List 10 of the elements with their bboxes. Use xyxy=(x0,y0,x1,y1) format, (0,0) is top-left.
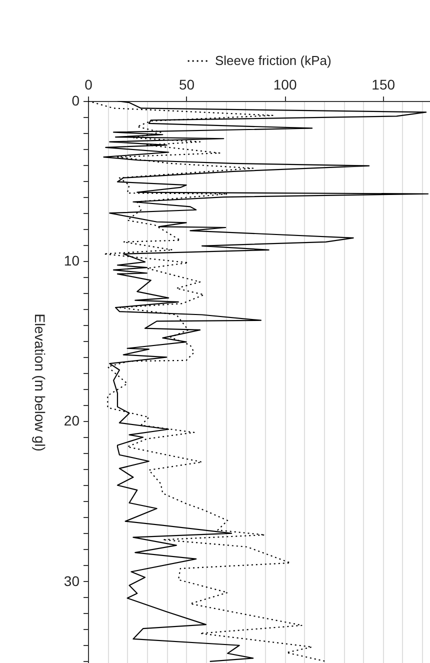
y-tick-label: 30 xyxy=(64,572,80,589)
y-axis-title: Elevation (m below gl) xyxy=(32,314,48,452)
y-tick-label: 0 xyxy=(72,92,80,108)
x-tick-label: 0 xyxy=(84,76,93,92)
x-tick-label: 50 xyxy=(178,76,195,92)
y-tick-label: 10 xyxy=(64,252,80,269)
x-tick-label: 100 xyxy=(273,76,297,92)
legend-label: Sleeve friction (kPa) xyxy=(215,53,332,68)
y-tick-label: 20 xyxy=(64,412,80,429)
x-tick-label: 150 xyxy=(372,76,396,92)
